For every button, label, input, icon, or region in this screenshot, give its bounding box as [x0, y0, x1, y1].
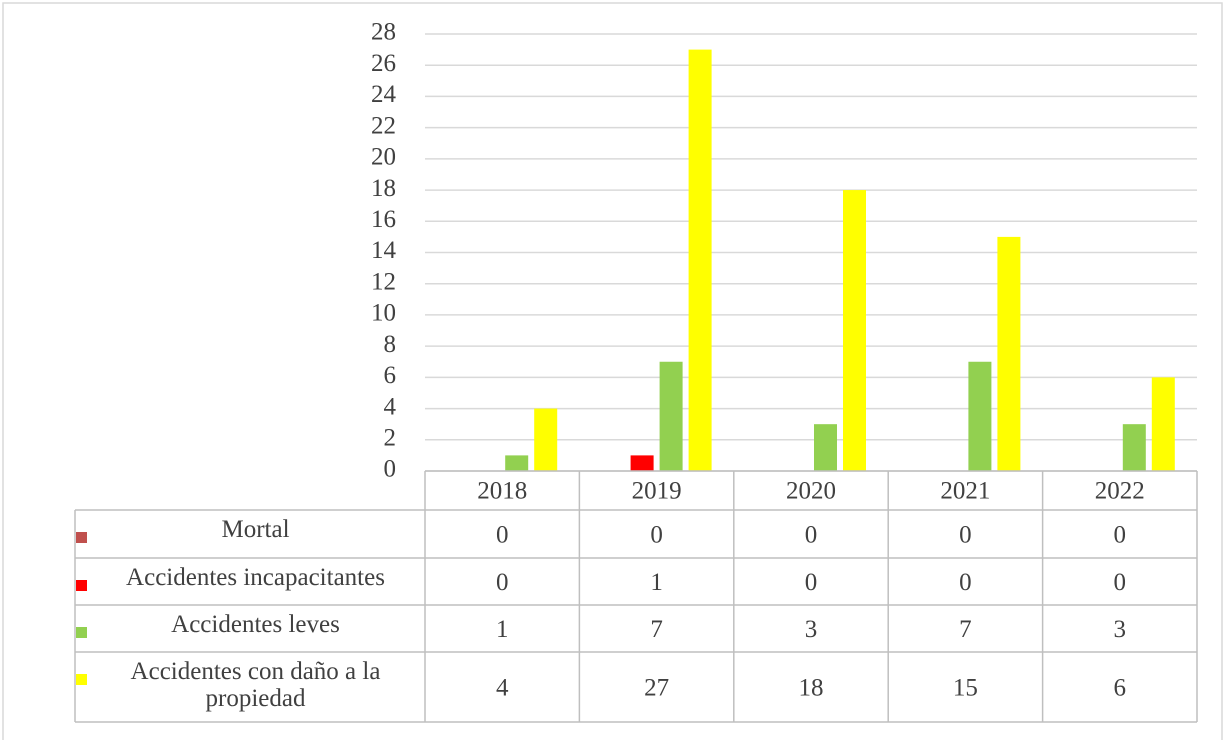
x-tick-label: 2022: [1095, 478, 1145, 505]
table-value: 7: [650, 616, 663, 643]
table-value: 1: [650, 569, 663, 596]
table-value: 4: [496, 675, 509, 702]
table-value: 0: [805, 522, 818, 549]
table-value: 0: [1114, 522, 1127, 549]
legend-label-box: Accidentes leves: [171, 611, 340, 638]
y-tick-label: 8: [384, 331, 397, 358]
y-tick-label: 20: [371, 144, 396, 171]
legend-key: [76, 532, 87, 543]
table-value: 6: [1114, 675, 1127, 702]
table-value: 0: [959, 522, 972, 549]
legend-label: Accidentes con daño a la propiedad: [130, 658, 381, 712]
legend-key: [76, 627, 87, 638]
bar: [505, 455, 529, 471]
y-tick-label: 6: [384, 362, 397, 389]
table-value: 18: [799, 675, 824, 702]
y-tick-label: 0: [384, 456, 397, 483]
table-value: 0: [496, 569, 509, 596]
bar: [968, 361, 992, 471]
bar: [688, 49, 712, 471]
table-value: 0: [650, 522, 663, 549]
bar: [534, 408, 558, 471]
y-tick-label: 2: [384, 425, 397, 452]
table-value: 3: [1114, 616, 1127, 643]
x-tick-label: 2018: [477, 478, 527, 505]
x-tick-label: 2021: [940, 478, 990, 505]
y-tick-label: 4: [384, 393, 397, 420]
x-tick-label: 2019: [632, 478, 682, 505]
legend-label-box: Accidentes incapacitantes: [126, 564, 385, 591]
bar: [1122, 424, 1146, 471]
y-tick-label: 12: [371, 268, 396, 295]
y-tick-label: 14: [371, 237, 397, 264]
table-value: 0: [1114, 569, 1127, 596]
y-tick-label: 22: [371, 112, 396, 139]
table-value: 3: [805, 616, 818, 643]
table-value: 0: [496, 522, 509, 549]
y-tick-label: 24: [371, 81, 397, 108]
bar: [997, 236, 1021, 471]
bar: [1151, 377, 1175, 471]
table-value: 1: [496, 616, 509, 643]
y-tick-label: 18: [371, 175, 396, 202]
legend-label-box: Mortal: [221, 516, 290, 543]
legend-key: [76, 580, 87, 591]
table-value: 7: [959, 616, 972, 643]
bar: [659, 361, 683, 471]
y-tick-label: 26: [371, 50, 396, 77]
legend-label: Mortal: [221, 516, 290, 543]
x-tick-label: 2020: [786, 478, 836, 505]
y-tick-label: 28: [371, 19, 396, 46]
bar: [843, 190, 866, 472]
table-value: 15: [953, 675, 978, 702]
y-tick-label: 16: [371, 206, 396, 233]
bar: [630, 455, 654, 471]
legend-key: [76, 674, 87, 685]
y-tick-label: 10: [371, 300, 396, 327]
legend-label-box: Accidentes con daño a la propiedad: [130, 658, 381, 712]
legend-label: Accidentes leves: [171, 611, 340, 638]
table-value: 0: [805, 569, 818, 596]
bar: [814, 424, 837, 471]
legend-label: Accidentes incapacitantes: [126, 564, 385, 591]
table-value: 27: [644, 675, 669, 702]
table-value: 0: [959, 569, 972, 596]
